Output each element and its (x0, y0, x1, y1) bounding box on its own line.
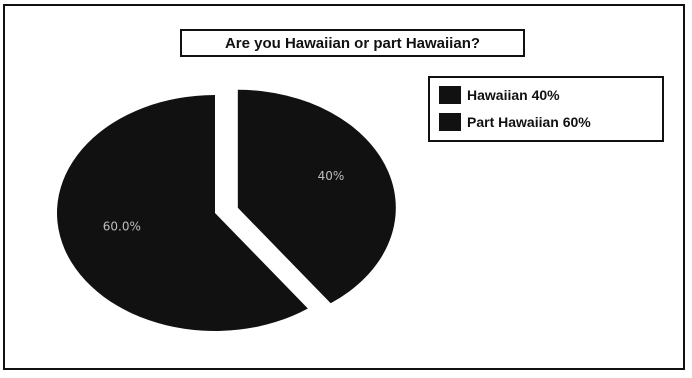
legend-label-hawaiian: Hawaiian 40% (467, 87, 560, 103)
pie-label-hawaiian: 40% (318, 169, 345, 183)
pie-label-part-hawaiian: 60.0% (103, 220, 141, 234)
chart-title-text: Are you Hawaiian or part Hawaiian? (224, 34, 481, 52)
chart-legend: Hawaiian 40% Part Hawaiian 60% (428, 76, 664, 142)
legend-label-part-hawaiian: Part Hawaiian 60% (467, 114, 591, 130)
pie-slice-part-hawaiian (57, 95, 308, 331)
legend-swatch-hawaiian (439, 86, 461, 104)
legend-entry-hawaiian: Hawaiian 40% (439, 86, 560, 104)
pie-slice-hawaiian (237, 89, 396, 304)
chart-title: Are you Hawaiian or part Hawaiian? (180, 29, 525, 57)
legend-entry-part-hawaiian: Part Hawaiian 60% (439, 113, 591, 131)
legend-swatch-part-hawaiian (439, 113, 461, 131)
